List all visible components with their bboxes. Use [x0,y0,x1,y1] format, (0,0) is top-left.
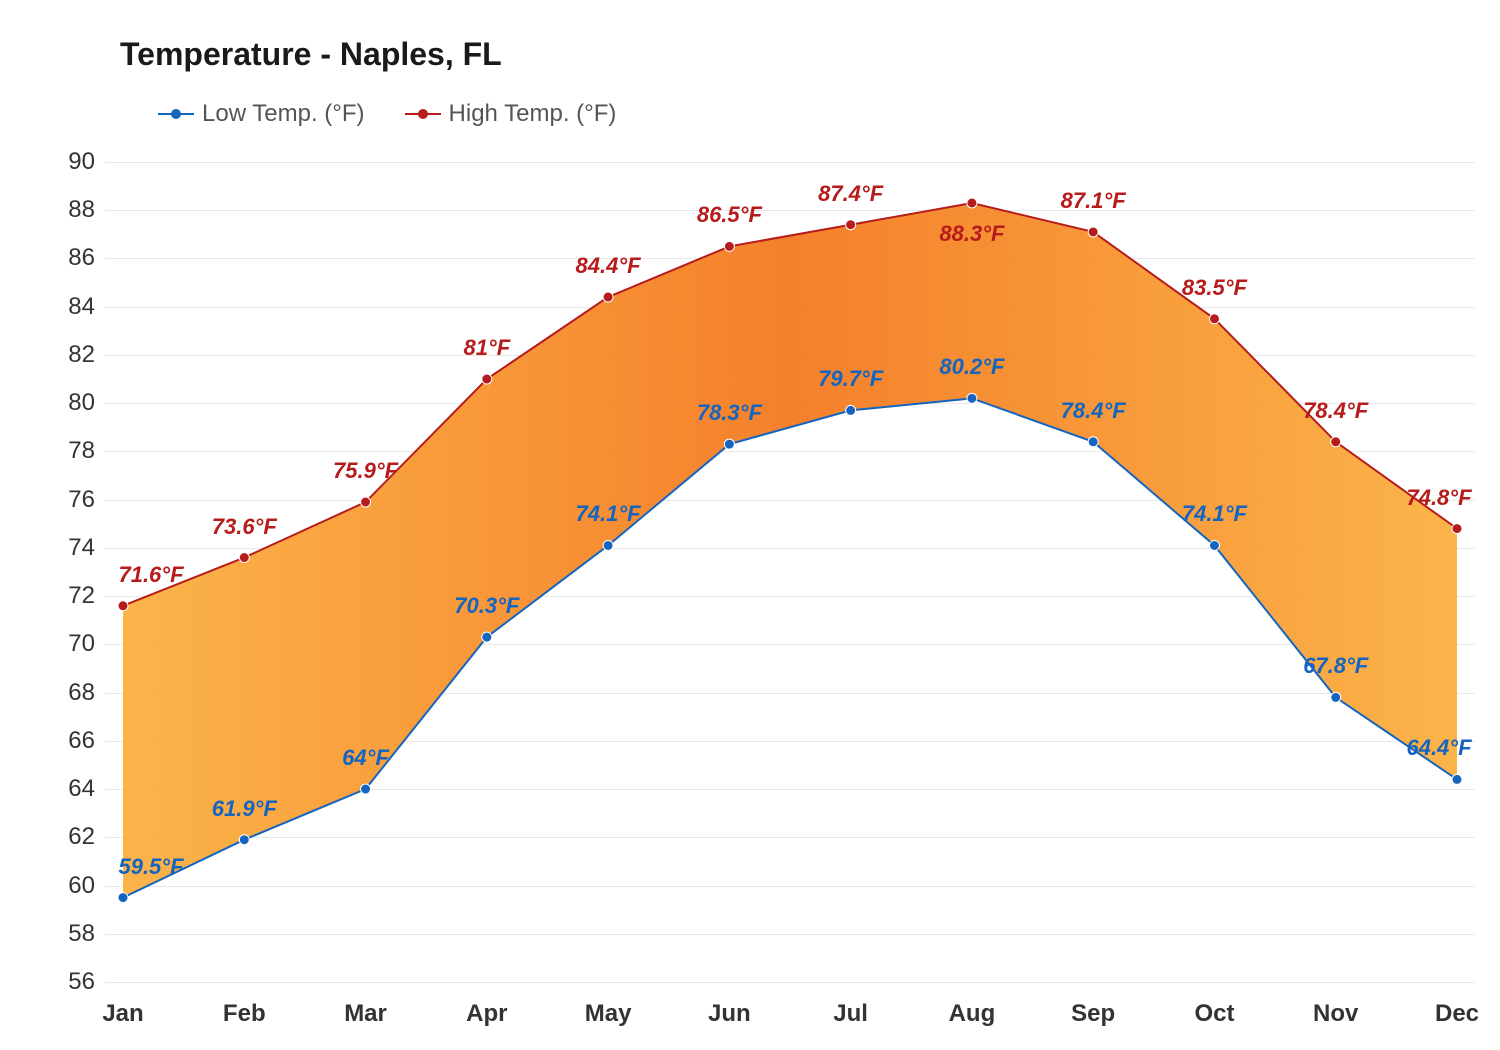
data-point [1209,540,1219,550]
data-label: 79.7°F [818,366,883,392]
legend-item-low: Low Temp. (°F) [158,100,365,128]
data-point [967,198,977,208]
x-tick-label: Mar [344,982,387,1028]
data-label: 86.5°F [697,202,762,228]
grid-line [105,982,1475,983]
x-tick-label: Jul [833,982,868,1028]
data-point [239,835,249,845]
y-tick-label: 76 [68,486,105,514]
x-tick-label: Jun [708,982,751,1028]
data-label: 88.3°F [939,221,1004,247]
y-tick-label: 72 [68,582,105,610]
data-point [967,393,977,403]
y-tick-label: 82 [68,341,105,369]
legend-line-low [158,113,194,115]
y-tick-label: 74 [68,534,105,562]
data-point [1088,227,1098,237]
x-tick-label: Feb [223,982,266,1028]
plot-area: 565860626466687072747678808284868890JanF… [105,162,1475,982]
data-label: 78.4°F [1303,398,1368,424]
y-tick-label: 70 [68,630,105,658]
data-label: 80.2°F [939,354,1004,380]
data-point [724,439,734,449]
legend-label-low: Low Temp. (°F) [202,100,365,128]
y-tick-label: 88 [68,196,105,224]
data-label: 71.6°F [118,562,183,588]
data-point [1209,314,1219,324]
y-tick-label: 64 [68,775,105,803]
y-tick-label: 56 [68,968,105,996]
legend-dot-high [418,109,428,119]
data-point [846,220,856,230]
data-point [1452,774,1462,784]
y-tick-label: 86 [68,244,105,272]
legend-item-high: High Temp. (°F) [405,100,617,128]
data-label: 74.1°F [576,501,641,527]
data-label: 64.4°F [1406,735,1471,761]
data-label: 61.9°F [212,796,277,822]
y-tick-label: 78 [68,437,105,465]
data-point [361,784,371,794]
temperature-chart: Temperature - Naples, FL Low Temp. (°F) … [0,0,1500,1050]
data-label: 74.1°F [1182,501,1247,527]
data-point [724,241,734,251]
x-tick-label: May [585,982,632,1028]
x-tick-label: Oct [1194,982,1234,1028]
data-label: 83.5°F [1182,275,1247,301]
data-point [1331,692,1341,702]
y-tick-label: 62 [68,823,105,851]
data-label: 75.9°F [333,458,398,484]
data-label: 78.4°F [1061,398,1126,424]
legend-line-high [405,113,441,115]
data-point [603,292,613,302]
y-tick-label: 80 [68,389,105,417]
chart-title: Temperature - Naples, FL [120,36,502,73]
data-point [1452,524,1462,534]
data-label: 59.5°F [118,854,183,880]
data-label: 78.3°F [697,400,762,426]
data-label: 81°F [463,335,510,361]
data-point [239,553,249,563]
legend-label-high: High Temp. (°F) [449,100,617,128]
plot-svg [105,162,1475,982]
data-label: 73.6°F [212,514,277,540]
x-tick-label: Nov [1313,982,1358,1028]
data-point [361,497,371,507]
data-label: 70.3°F [454,593,519,619]
data-point [1088,437,1098,447]
legend-dot-low [171,109,181,119]
data-label: 87.1°F [1061,188,1126,214]
data-point [482,632,492,642]
y-tick-label: 58 [68,920,105,948]
data-point [118,893,128,903]
chart-legend: Low Temp. (°F) High Temp. (°F) [158,100,616,128]
data-point [118,601,128,611]
y-tick-label: 68 [68,679,105,707]
temperature-range-area [123,203,1457,898]
data-label: 74.8°F [1406,485,1471,511]
y-tick-label: 90 [68,148,105,176]
data-label: 64°F [342,745,389,771]
x-tick-label: Jan [102,982,143,1028]
y-tick-label: 66 [68,727,105,755]
y-tick-label: 84 [68,293,105,321]
data-point [1331,437,1341,447]
x-tick-label: Aug [949,982,996,1028]
data-point [846,405,856,415]
data-label: 84.4°F [576,253,641,279]
x-tick-label: Dec [1435,982,1479,1028]
data-point [482,374,492,384]
x-tick-label: Apr [466,982,507,1028]
data-label: 67.8°F [1303,653,1368,679]
data-point [603,540,613,550]
y-tick-label: 60 [68,872,105,900]
x-tick-label: Sep [1071,982,1115,1028]
data-label: 87.4°F [818,181,883,207]
